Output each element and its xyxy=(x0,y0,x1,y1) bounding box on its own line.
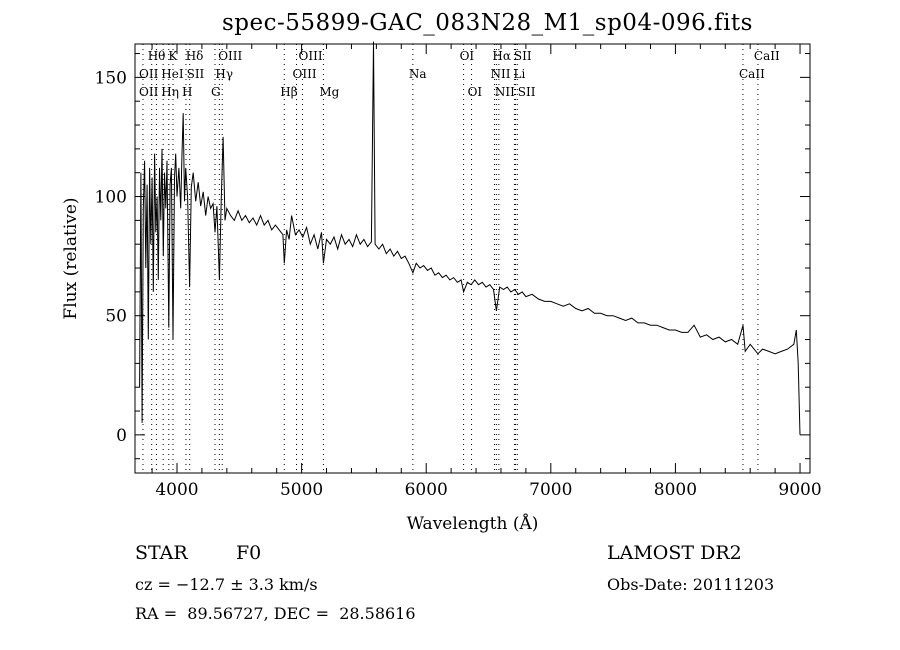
line-marker-label: OIII xyxy=(299,49,323,63)
spectrum-line xyxy=(139,41,801,435)
x-tick-label: 7000 xyxy=(529,480,572,500)
x-tick-label: 5000 xyxy=(280,480,323,500)
line-marker-label: OIII xyxy=(218,49,242,63)
line-marker-label: NII xyxy=(495,85,515,99)
line-marker-label: Hβ xyxy=(280,85,297,99)
object-class: STAR xyxy=(135,542,188,564)
x-axis-label: Wavelength (Å) xyxy=(407,513,539,534)
line-marker-label: Hθ xyxy=(148,49,166,63)
line-marker-label: Hα xyxy=(492,49,511,63)
line-marker-label: G xyxy=(211,85,221,99)
line-marker-label: Li xyxy=(514,67,526,81)
line-marker-label: CaII xyxy=(754,49,780,63)
obs-date: Obs-Date: 20111203 xyxy=(607,575,775,594)
y-tick-label: 50 xyxy=(105,307,127,327)
y-tick-label: 0 xyxy=(116,426,127,446)
line-marker-label: HeI xyxy=(161,67,184,81)
survey-name: LAMOST DR2 xyxy=(607,542,742,564)
line-marker-label: Hδ xyxy=(186,49,204,63)
line-marker-label: Hη xyxy=(161,85,179,99)
line-marker-label: K xyxy=(168,49,178,63)
line-marker-label: CaII xyxy=(739,67,765,81)
line-marker-label: SII xyxy=(518,85,536,99)
redshift-text: cz = −12.7 ± 3.3 km/s xyxy=(135,575,318,594)
plot-frame xyxy=(134,43,811,474)
x-tick-label: 8000 xyxy=(654,480,697,500)
chart-title: spec-55899-GAC_083N28_M1_sp04-096.fits xyxy=(222,10,753,36)
line-marker-label: Hγ xyxy=(215,67,233,81)
x-tick-label: 4000 xyxy=(155,480,198,500)
line-marker-label: OII xyxy=(139,67,159,81)
line-marker-label: OII xyxy=(139,85,159,99)
x-tick-label: 9000 xyxy=(778,480,821,500)
line-marker-label: Mg xyxy=(319,85,339,99)
line-marker-label: Na xyxy=(409,67,427,81)
line-marker-label: SII xyxy=(514,49,532,63)
y-tick-label: 150 xyxy=(95,68,127,88)
line-marker-label: OIII xyxy=(293,67,317,81)
y-tick-label: 100 xyxy=(95,188,127,208)
object-subclass: F0 xyxy=(236,542,262,564)
coords-text: RA = 89.56727, DEC = 28.58616 xyxy=(135,604,416,623)
y-axis-label: Flux (relative) xyxy=(61,197,81,319)
line-marker-label: H xyxy=(182,85,192,99)
line-marker-label: NII xyxy=(491,67,511,81)
line-marker-label: OI xyxy=(468,85,483,99)
line-marker-label: OI xyxy=(460,49,475,63)
x-tick-label: 6000 xyxy=(405,480,448,500)
line-marker-label: SII xyxy=(187,67,205,81)
